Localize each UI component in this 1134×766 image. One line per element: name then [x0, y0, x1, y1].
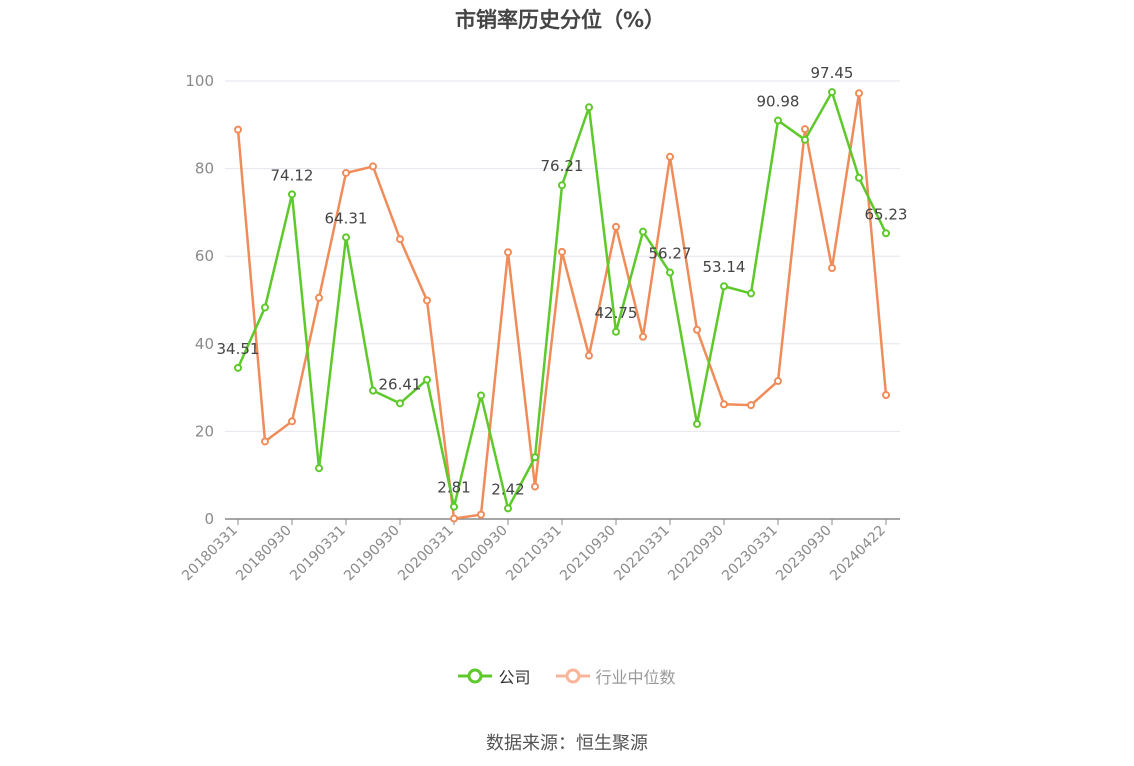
- legend-industry-label: 行业中位数: [595, 668, 676, 687]
- y-tick-label: 80: [195, 160, 214, 178]
- x-tick-label: 20200331: [395, 523, 457, 585]
- data-point-company: [477, 391, 485, 400]
- data-point-company: [288, 190, 296, 199]
- data-label: 2.42: [491, 480, 524, 498]
- legend-industry-icon: [555, 668, 590, 684]
- series-line-company: [236, 90, 888, 510]
- data-source: 数据来源：恒生聚源: [486, 733, 648, 754]
- axes: 0 20 40 60 80 100 2018033120180930201903312019…: [179, 72, 900, 584]
- data-label: 97.45: [811, 64, 854, 82]
- y-tick-label: 20: [195, 422, 214, 440]
- data-point-company: [774, 116, 782, 125]
- data-point-industry: [504, 248, 512, 257]
- legend-company-marker: [467, 668, 483, 684]
- data-point-industry: [720, 400, 728, 409]
- data-point-industry: [342, 168, 350, 177]
- data-point-company: [828, 88, 836, 97]
- legend-item-industry[interactable]: 行业中位数: [555, 664, 676, 688]
- data-point-company: [612, 327, 620, 336]
- data-label: 34.51: [217, 340, 260, 358]
- data-point-company: [531, 453, 539, 462]
- y-tick-label: 60: [195, 247, 214, 265]
- data-point-industry: [855, 89, 863, 98]
- data-point-company: [720, 282, 728, 291]
- x-tick-label: 20180930: [233, 523, 295, 585]
- data-point-industry: [288, 417, 296, 426]
- x-tick-label: 20240422: [827, 523, 889, 585]
- data-labels: 34.51 74.12 64.31 26.41 2.81 2.42 76.21 42.75 56…: [217, 64, 908, 498]
- data-point-company: [342, 233, 350, 242]
- data-point-industry: [261, 437, 269, 446]
- data-point-industry: [774, 377, 782, 386]
- data-label: 90.98: [757, 93, 800, 111]
- data-point-industry: [585, 351, 593, 360]
- legend-item-company[interactable]: 公司: [458, 664, 530, 688]
- chart-title: 市销率历史分位（%）: [454, 8, 666, 32]
- x-tick-label: 20220331: [611, 523, 673, 585]
- x-tick-label: 20230331: [719, 523, 781, 585]
- data-label: 76.21: [541, 157, 584, 175]
- data-point-industry: [531, 482, 539, 491]
- legend-company-icon: [458, 668, 493, 684]
- x-tick-label: 20210331: [503, 523, 565, 585]
- legend-industry-marker: [565, 668, 581, 684]
- series-layer: [234, 88, 890, 523]
- data-label: 2.81: [437, 479, 470, 497]
- data-point-company: [882, 229, 890, 238]
- data-point-company: [585, 103, 593, 112]
- data-label: 26.41: [379, 375, 422, 393]
- data-point-company: [396, 399, 404, 408]
- data-point-industry: [369, 162, 377, 171]
- data-point-industry: [747, 401, 755, 410]
- data-label: 64.31: [325, 209, 368, 227]
- data-point-company: [261, 303, 269, 312]
- data-point-industry: [234, 125, 242, 134]
- data-point-company: [234, 363, 242, 372]
- data-label: 53.14: [703, 258, 746, 276]
- data-point-industry: [558, 247, 566, 256]
- x-tick-label: 20210930: [557, 523, 619, 585]
- x-tick-label: 20230930: [773, 523, 835, 585]
- data-point-industry: [315, 293, 323, 302]
- data-label: 65.23: [865, 205, 908, 223]
- legend-company-label: 公司: [498, 668, 531, 687]
- data-point-industry: [450, 514, 458, 523]
- x-tick-label: 20190331: [287, 523, 349, 585]
- x-tick-label: 20200930: [449, 523, 511, 585]
- legend: 公司 行业中位数: [0, 664, 1134, 688]
- y-tick-label: 0: [204, 510, 214, 528]
- data-point-industry: [477, 510, 485, 519]
- y-tick-label: 100: [185, 72, 214, 90]
- data-point-company: [666, 268, 674, 277]
- data-point-industry: [693, 325, 701, 334]
- data-point-company: [558, 181, 566, 190]
- data-point-company: [639, 227, 647, 236]
- data-point-company: [504, 504, 512, 513]
- data-point-industry: [801, 125, 809, 134]
- data-point-company: [423, 375, 431, 384]
- data-point-company: [369, 386, 377, 395]
- data-point-industry: [666, 152, 674, 161]
- data-point-industry: [882, 391, 890, 400]
- data-point-industry: [612, 222, 620, 231]
- data-point-company: [450, 502, 458, 511]
- x-tick-label: 20220930: [665, 523, 727, 585]
- data-point-company: [315, 464, 323, 473]
- data-label: 56.27: [649, 245, 692, 263]
- data-label: 42.75: [595, 304, 638, 322]
- data-point-industry: [639, 332, 647, 341]
- data-label: 74.12: [271, 166, 314, 184]
- data-point-company: [747, 289, 755, 298]
- data-point-company: [855, 173, 863, 182]
- y-tick-label: 40: [195, 335, 214, 353]
- data-point-industry: [396, 235, 404, 244]
- data-point-industry: [828, 264, 836, 273]
- data-point-industry: [423, 296, 431, 305]
- x-tick-label: 20180331: [179, 523, 241, 585]
- x-tick-label: 20190930: [341, 523, 403, 585]
- data-point-company: [693, 419, 701, 428]
- data-point-company: [801, 135, 809, 144]
